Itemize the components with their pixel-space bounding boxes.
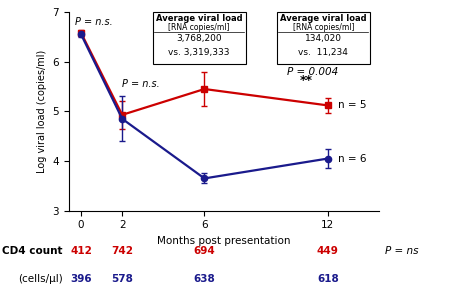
Text: 396: 396 <box>70 274 92 284</box>
Text: P = 0.004: P = 0.004 <box>287 67 338 76</box>
Text: 449: 449 <box>317 247 339 256</box>
Text: 134,020: 134,020 <box>305 34 342 43</box>
Text: **: ** <box>182 55 194 68</box>
Text: 742: 742 <box>111 247 133 256</box>
Text: Average viral load: Average viral load <box>280 14 366 23</box>
Text: [RNA copies/ml]: [RNA copies/ml] <box>168 23 230 33</box>
Text: P = n.s.: P = n.s. <box>75 17 113 27</box>
FancyBboxPatch shape <box>153 12 246 64</box>
Y-axis label: Log viral load (copies/ml): Log viral load (copies/ml) <box>37 50 47 173</box>
Text: 412: 412 <box>70 247 92 256</box>
Text: P = 0.004: P = 0.004 <box>167 48 219 58</box>
Text: **: ** <box>300 73 313 87</box>
FancyBboxPatch shape <box>277 12 370 64</box>
Text: 694: 694 <box>193 247 215 256</box>
Text: 618: 618 <box>317 274 338 284</box>
Text: vs.  11,234: vs. 11,234 <box>298 48 348 57</box>
X-axis label: Months post presentation: Months post presentation <box>157 236 291 246</box>
Text: 578: 578 <box>111 274 133 284</box>
Text: Average viral load: Average viral load <box>156 14 242 23</box>
Text: vs. 3,319,333: vs. 3,319,333 <box>168 48 230 57</box>
Text: P = ns: P = ns <box>385 247 419 256</box>
Text: (cells/µl): (cells/µl) <box>18 274 63 284</box>
Text: 638: 638 <box>193 274 215 284</box>
Text: n = 5: n = 5 <box>338 101 366 110</box>
Text: n = 6: n = 6 <box>338 154 366 163</box>
Text: 3,768,200: 3,768,200 <box>176 34 222 43</box>
Text: P = n.s.: P = n.s. <box>122 79 160 89</box>
Text: CD4 count: CD4 count <box>2 247 63 256</box>
Text: [RNA copies/ml]: [RNA copies/ml] <box>292 23 354 33</box>
